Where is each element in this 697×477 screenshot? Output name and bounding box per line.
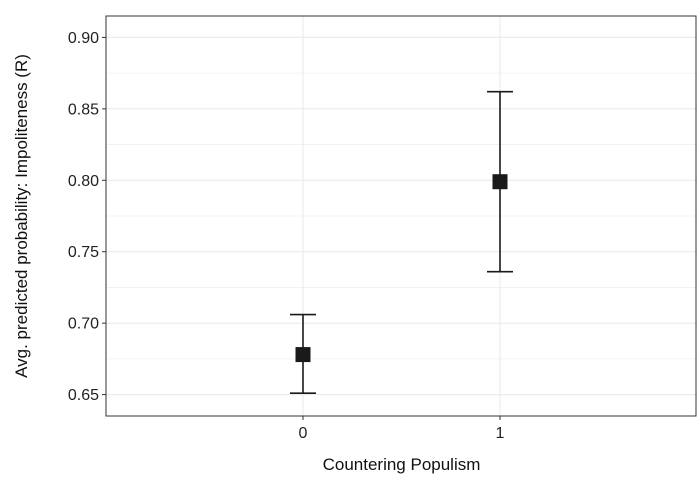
x-tick-label: 1: [496, 425, 505, 442]
y-axis: 0.65 0.70 0.75 0.80 0.85 0.90: [68, 30, 106, 404]
x-tick-label: 0: [299, 425, 308, 442]
y-axis-title: Avg. predicted probability: Impoliteness…: [12, 54, 31, 378]
data-marks: [290, 90, 513, 394]
data-point-marker: [492, 174, 508, 190]
y-tick-label: 0.80: [68, 173, 99, 190]
y-tick-label: 0.65: [68, 387, 99, 404]
grid: [106, 16, 697, 416]
plot-panel: [105, 15, 697, 417]
data-point-group: [290, 313, 316, 394]
data-point-marker: [295, 347, 311, 363]
y-tick-label: 0.75: [68, 244, 99, 261]
y-tick-label: 0.70: [68, 316, 99, 333]
x-axis-title: Countering Populism: [323, 455, 481, 474]
y-tick-label: 0.90: [68, 30, 99, 47]
y-tick-label: 0.85: [68, 101, 99, 118]
data-point-group: [487, 90, 513, 273]
